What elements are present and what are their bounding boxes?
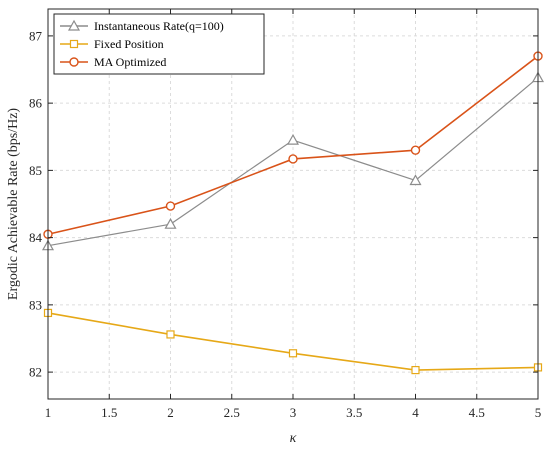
x-axis-title: κ [290,431,297,446]
y-tick-label: 84 [29,230,43,245]
legend-item: Fixed Position [60,37,164,51]
x-tick-label: 1.5 [101,405,117,420]
x-tick-label: 3 [290,405,297,420]
y-axis-title: Ergodic Achievable Rate (bps/Hz) [6,108,21,301]
x-tick-label: 5 [535,405,542,420]
data-point [288,349,298,358]
legend-swatch-marker [69,57,79,67]
y-tick-label: 86 [29,96,43,111]
y-tick-label: 82 [29,365,42,380]
data-point [164,217,177,229]
x-tick-label: 4 [412,405,419,420]
y-tick-label: 83 [29,297,42,312]
legend-label: MA Optimized [94,55,166,69]
data-point [165,201,176,211]
data-point [288,154,298,164]
y-tick-label: 85 [29,163,42,178]
x-tick-label: 3.5 [346,405,362,420]
data-point [410,145,421,155]
legend-label: Instantaneous Rate(q=100) [94,19,224,33]
legend-item: Instantaneous Rate(q=100) [60,19,224,33]
y-tick-label: 87 [29,28,43,43]
legend-box [53,13,265,75]
legend-swatch-marker [69,39,79,49]
x-tick-label: 4.5 [469,405,485,420]
data-point [411,365,420,375]
data-point [166,330,175,339]
x-tick-label: 1 [45,405,52,420]
legend: Instantaneous Rate(q=100) Fixed Position M… [53,13,265,75]
data-point [409,174,422,186]
data-point [286,133,300,145]
legend-swatch-marker [67,19,81,31]
series-layer [41,51,545,375]
axis-ticks: 1 1.5 2 2.5 3 3.5 4 4.5 5 82 83 84 85 86 87 [29,9,541,420]
legend-label: Fixed Position [94,37,164,51]
x-tick-label: 2.5 [224,405,240,420]
x-tick-label: 2 [167,405,174,420]
legend-item: MA Optimized [60,55,166,69]
